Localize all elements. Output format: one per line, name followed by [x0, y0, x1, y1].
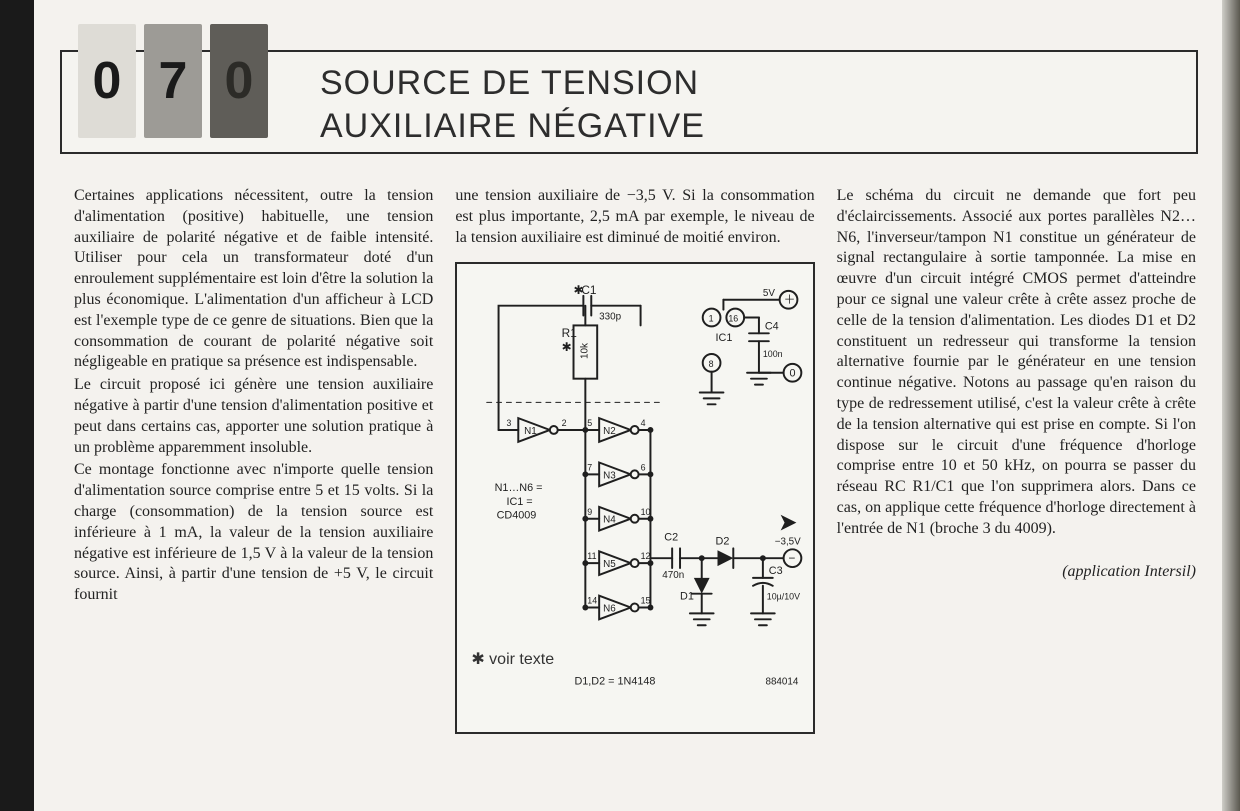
- label-d2: D2: [716, 536, 730, 548]
- col1-para-3: Ce montage fonctionne avec n'importe que…: [74, 460, 433, 606]
- svg-text:N2: N2: [603, 426, 616, 437]
- gate-n6: N6 14 15: [583, 596, 654, 620]
- ic-label-line-2: IC1 =: [507, 496, 533, 508]
- ic-label-line-3: CD4009: [497, 510, 537, 522]
- ic1-power: 1 16 5V ＋ IC1 8: [700, 288, 802, 404]
- value-r1: 10k: [580, 343, 591, 359]
- gate-n4: N4 9 10: [583, 507, 654, 531]
- svg-text:IC1: IC1: [716, 333, 733, 345]
- svg-text:1: 1: [709, 314, 714, 324]
- svg-text:N3: N3: [603, 471, 616, 482]
- article-number-digit-2: 0: [210, 24, 268, 138]
- svg-text:N6: N6: [603, 604, 616, 615]
- col3-para-1: Le schéma du circuit ne demande que fort…: [837, 186, 1196, 540]
- scan-page-edge: [1222, 0, 1240, 811]
- article-title-line-2: AUXILIAIRE NÉGATIVE: [320, 105, 705, 148]
- svg-text:14: 14: [588, 596, 598, 606]
- out-minus-symbol: −: [789, 552, 796, 566]
- svg-text:11: 11: [588, 552, 597, 562]
- diode-note: D1,D2 = 1N4148: [575, 676, 656, 688]
- body-columns: Certaines applications nécessitent, outr…: [74, 186, 1196, 791]
- article-number-digit-1: 7: [144, 24, 202, 138]
- label-d1: D1: [680, 591, 694, 603]
- scan-binding-strip: [0, 0, 34, 811]
- svg-text:N1: N1: [525, 426, 538, 437]
- svg-text:4: 4: [641, 418, 646, 428]
- ic-label-line-1: N1…N6 =: [495, 483, 543, 495]
- svg-text:7: 7: [588, 463, 593, 473]
- out-label: −3,5V: [775, 537, 801, 548]
- article-title: SOURCE DE TENSION AUXILIAIRE NÉGATIVE: [320, 62, 705, 147]
- svg-text:8: 8: [709, 359, 714, 369]
- svg-text:100n: 100n: [763, 349, 783, 359]
- svg-text:9: 9: [588, 507, 593, 517]
- label-r1: R1: [562, 327, 577, 341]
- svg-text:10: 10: [641, 507, 651, 517]
- svg-text:16: 16: [729, 314, 739, 324]
- output-arrow-icon: [781, 515, 797, 531]
- schematic-figure: ✱ C1 330p R1 ✱ 10k: [455, 262, 814, 734]
- gate-n3: N3 7 6: [583, 463, 654, 487]
- value-c3: 10µ/10V: [767, 592, 800, 602]
- svg-text:5: 5: [588, 418, 593, 428]
- article-title-line-1: SOURCE DE TENSION: [320, 62, 705, 105]
- svg-text:N4: N4: [603, 515, 616, 526]
- svg-text:2: 2: [562, 418, 567, 428]
- article-header: 0 7 0 SOURCE DE TENSION AUXILIAIRE NÉGAT…: [60, 24, 1198, 154]
- col1-para-2: Le circuit proposé ici génère une tensio…: [74, 375, 433, 458]
- gate-n5: N5 11 12: [583, 552, 654, 576]
- article-number: 0 7 0: [78, 24, 268, 138]
- label-c1: C1: [582, 283, 597, 297]
- svg-text:C4: C4: [765, 321, 779, 333]
- gate-n1: N1 3 2: [499, 418, 586, 442]
- label-c3: C3: [769, 565, 783, 577]
- page: 0 7 0 SOURCE DE TENSION AUXILIAIRE NÉGAT…: [0, 0, 1240, 811]
- svg-text:N5: N5: [603, 559, 616, 570]
- schematic-footnote: ✱ voir texte: [471, 650, 554, 671]
- column-2: une tension auxiliaire de −3,5 V. Si la …: [455, 186, 814, 791]
- application-credit: (application Intersil): [837, 562, 1196, 583]
- svg-text:3: 3: [507, 418, 512, 428]
- label-r1-star: ✱: [562, 340, 572, 354]
- value-c1: 330p: [599, 312, 621, 323]
- gate-n2: N2 5 4: [583, 418, 654, 442]
- svg-text:12: 12: [641, 552, 651, 562]
- svg-text:6: 6: [641, 463, 646, 473]
- column-3: Le schéma du circuit ne demande que fort…: [837, 186, 1196, 791]
- svg-text:＋: ＋: [784, 293, 796, 307]
- schematic-ref-number: 884014: [766, 677, 799, 688]
- article-number-digit-0: 0: [78, 24, 136, 138]
- svg-text:0: 0: [790, 368, 796, 380]
- svg-text:5V: 5V: [763, 288, 775, 299]
- col2-top-para: une tension auxiliaire de −3,5 V. Si la …: [455, 186, 814, 248]
- column-1: Certaines applications nécessitent, outr…: [74, 186, 433, 791]
- svg-text:15: 15: [641, 596, 651, 606]
- col1-para-1: Certaines applications nécessitent, outr…: [74, 186, 433, 373]
- value-c2: 470n: [663, 570, 685, 581]
- label-c2: C2: [665, 532, 679, 544]
